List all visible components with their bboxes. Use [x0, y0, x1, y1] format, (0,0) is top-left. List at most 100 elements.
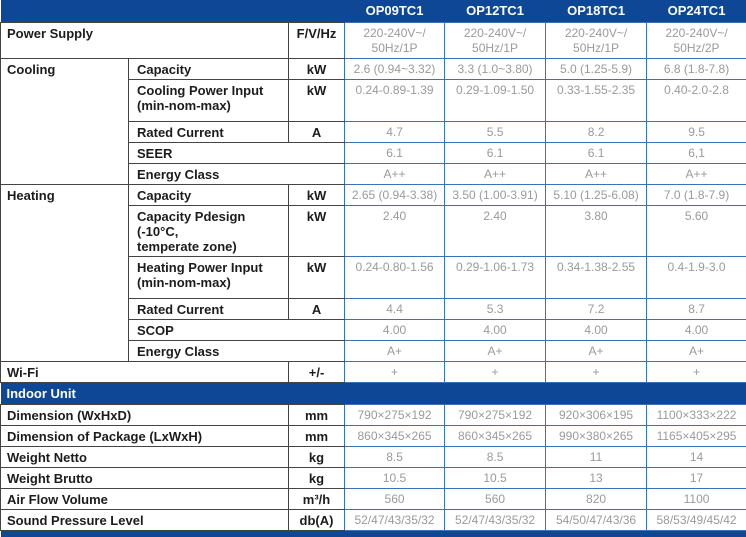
- spec-value-cell: 11: [545, 445, 648, 468]
- table-row: Cooling Capacity kW 2.6 (0.94~3.32) 3.3 (1.0…: [0, 57, 746, 185]
- bottom-bar: [0, 530, 746, 537]
- unit-cell: A: [287, 297, 345, 320]
- spec-value-cell: 4.00: [646, 318, 746, 341]
- spec-value-cell: 3.3 (1.0~3.80): [444, 57, 547, 80]
- spec-label-cell: Dimension (WxHxD): [0, 403, 289, 426]
- model-header-cell: OP24TC1: [646, 0, 746, 22]
- spec-value-cell: A++: [545, 162, 648, 185]
- table-row: Energy Class A+ A+ A+ A+: [1, 339, 746, 362]
- spec-value-cell: 790×275×192: [444, 403, 547, 426]
- model-header-cell: OP12TC1: [444, 0, 546, 22]
- spec-value-cell: 0.24-0.89-1.39: [344, 78, 446, 122]
- unit-cell: kW: [287, 183, 345, 206]
- spec-label-cell: Heating Power Input (min-nom-max): [128, 255, 289, 299]
- spec-value-cell: 820: [545, 487, 648, 510]
- spec-value-cell: 4.4: [344, 297, 446, 320]
- spec-value-cell: 4.00: [344, 318, 446, 341]
- spec-label-cell: Energy Class: [127, 339, 345, 362]
- spec-value-cell: 2.6 (0.94~3.32): [344, 57, 446, 80]
- spec-value-cell: A+: [545, 339, 648, 362]
- spec-value-cell: 3.50 (1.00-3.91): [444, 183, 547, 206]
- spec-value-cell: 13: [545, 466, 648, 489]
- group-label-cell: Cooling: [0, 57, 129, 185]
- spec-value-cell: 8.7: [646, 297, 746, 320]
- spec-value-cell: 8.2: [545, 120, 648, 143]
- spec-value-cell: 54/50/47/43/36: [545, 508, 648, 531]
- spec-value-cell: 220-240V~/ 50Hz/1P: [344, 21, 446, 59]
- spec-value-cell: 7.2: [545, 297, 648, 320]
- group-label-cell: Heating: [0, 183, 129, 362]
- unit-cell: m³/h: [287, 487, 345, 510]
- spec-value-cell: 920×306×195: [545, 403, 648, 426]
- spec-value-cell: 6.1: [545, 141, 648, 164]
- spec-value-cell: 9.5: [646, 120, 746, 143]
- spec-value-cell: 0.24-0.80-1.56: [344, 255, 446, 299]
- table-row: Power Supply F/V/Hz 220-240V~/ 50Hz/1P 220-…: [0, 21, 746, 59]
- table-row: Heating Capacity kW 2.65 (0.94-3.38) 3.50 (1…: [0, 183, 746, 362]
- spec-value-cell: 3.80: [545, 204, 648, 257]
- spec-label-cell: Capacity: [128, 183, 289, 206]
- spec-value-cell: 220-240V~/ 50Hz/2P: [646, 21, 746, 59]
- unit-cell: kW: [287, 57, 345, 80]
- table-row: Heating Power Input (min-nom-max) kW 0.24-…: [1, 255, 746, 299]
- spec-value-cell: 0.33-1.55-2.35: [545, 78, 648, 122]
- unit-cell: kW: [287, 78, 345, 122]
- spec-value-cell: 0.40-2.0-2.8: [646, 78, 746, 122]
- table-row: SCOP 4.00 4.00 4.00 4.00: [1, 318, 746, 341]
- table-row: Dimension (WxHxD) mm 790×275×192 790×275×19…: [0, 403, 746, 426]
- model-header-row: OP09TC1 OP12TC1 OP18TC1 OP24TC1: [0, 0, 746, 22]
- section-bar: Indoor Unit: [0, 382, 746, 404]
- spec-label-cell: SCOP: [127, 318, 345, 341]
- unit-cell: A: [287, 120, 345, 143]
- spec-label-cell: Rated Current: [128, 297, 289, 320]
- spec-label-cell: Weight Netto: [0, 445, 289, 468]
- spec-value-cell: 6.1: [444, 141, 547, 164]
- footer-bar-row: [0, 530, 746, 537]
- spec-value-cell: A++: [444, 162, 547, 185]
- spec-label-cell: Rated Current: [128, 120, 289, 143]
- spec-value-cell: 6.8 (1.8-7.8): [646, 57, 746, 80]
- spec-value-cell: 4.7: [344, 120, 446, 143]
- spec-value-cell: 790×275×192: [344, 403, 446, 426]
- model-header-cell: OP09TC1: [344, 0, 445, 22]
- table-row: Cooling Power Input (min-nom-max) kW 0.24-…: [1, 78, 746, 122]
- spec-value-cell: 6,1: [646, 141, 746, 164]
- spec-value-cell: 52/47/43/35/32: [444, 508, 547, 531]
- unit-cell: mm: [287, 403, 345, 426]
- spec-label-cell: SEER: [127, 141, 345, 164]
- spec-value-cell: 5.10 (1.25-6.08): [545, 183, 648, 206]
- spec-label-cell: Wi-Fi: [0, 360, 289, 383]
- spec-value-cell: A+: [646, 339, 746, 362]
- spec-value-cell: 1165×405×295: [646, 424, 746, 447]
- spec-value-cell: A++: [344, 162, 446, 185]
- unit-cell: kW: [287, 204, 345, 257]
- spec-value-cell: 220-240V~/ 50Hz/1P: [545, 21, 648, 59]
- table-corner: [0, 0, 345, 22]
- spec-value-cell: 0.29-1.09-1.50: [444, 78, 547, 122]
- unit-cell: db(A): [287, 508, 345, 531]
- spec-value-cell: 1100: [646, 487, 746, 510]
- spec-value-cell: 58/53/49/45/42: [646, 508, 746, 531]
- spec-label-cell: Capacity Pdesign (-10°C, temperate zone): [128, 204, 289, 257]
- spec-value-cell: A+: [344, 339, 446, 362]
- spec-label-cell: Power Supply: [0, 21, 289, 59]
- model-header-cell: OP18TC1: [545, 0, 647, 22]
- spec-value-cell: 6.1: [344, 141, 446, 164]
- spec-label-cell: Weight Brutto: [0, 466, 289, 489]
- table-row: Rated Current A 4.4 5.3 7.2 8.7: [1, 297, 746, 320]
- spec-value-cell: 2.40: [444, 204, 547, 257]
- spec-value-cell: 0.4-1.9-3.0: [646, 255, 746, 299]
- unit-cell: kW: [287, 255, 345, 299]
- spec-value-cell: 560: [344, 487, 446, 510]
- unit-cell: F/V/Hz: [287, 21, 345, 59]
- spec-value-cell: 17: [646, 466, 746, 489]
- table-row: Air Flow Volume m³/h 560 560 820 1100: [0, 487, 746, 510]
- unit-cell: mm: [287, 424, 345, 447]
- unit-cell: +/-: [287, 360, 345, 383]
- spec-label-cell: Cooling Power Input (min-nom-max): [128, 78, 289, 122]
- spec-value-cell: 8.5: [444, 445, 547, 468]
- spec-value-cell: 4.00: [545, 318, 648, 341]
